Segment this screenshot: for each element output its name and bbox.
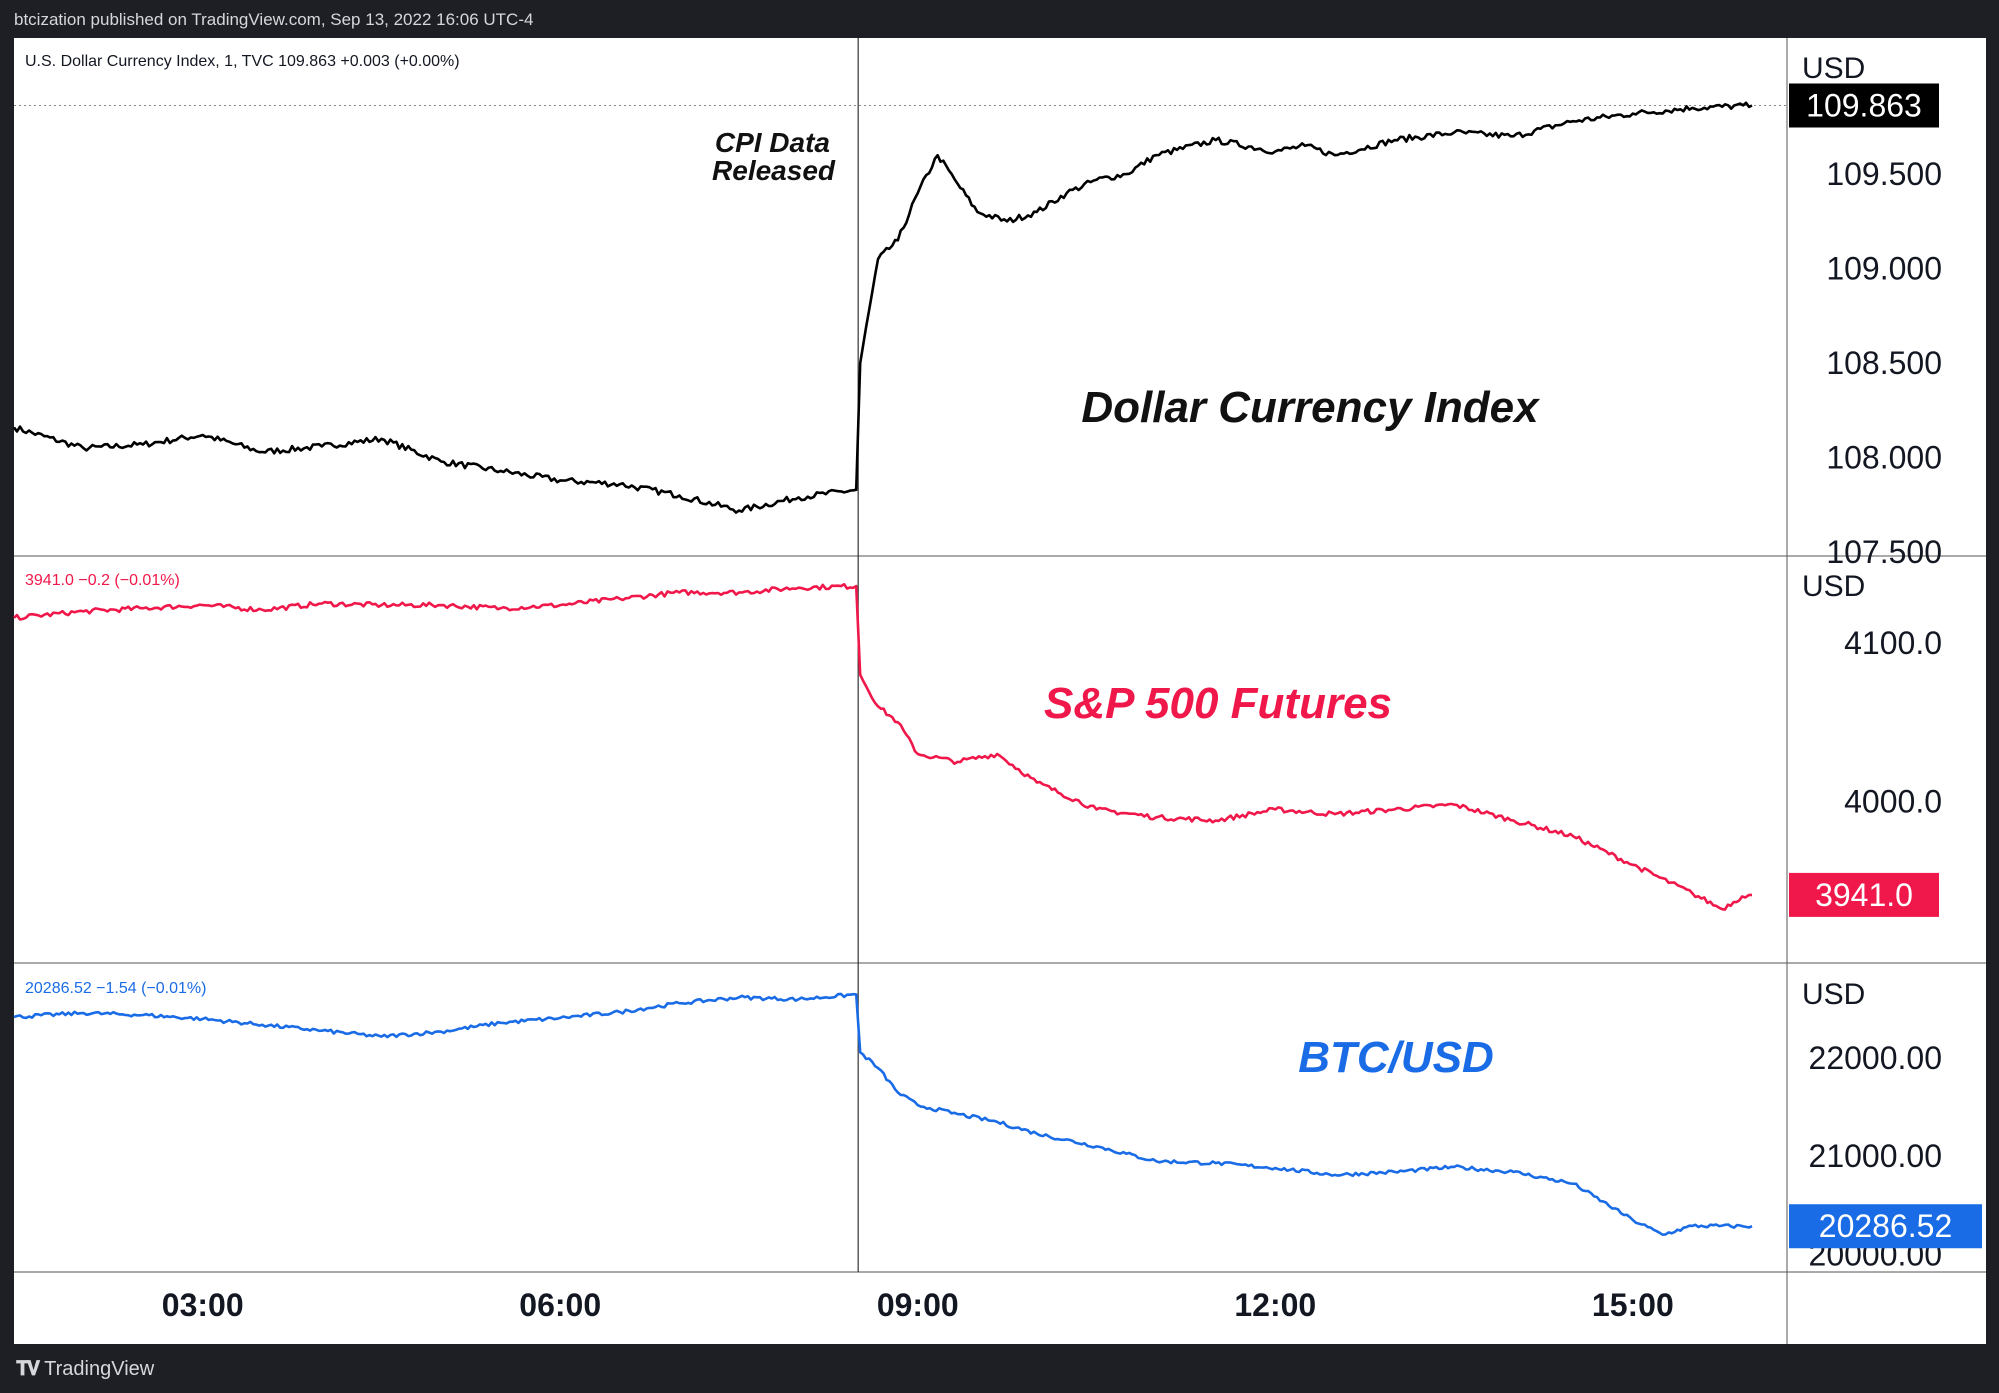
cpi-annotation-line2: Released — [712, 155, 836, 186]
dxy-header: U.S. Dollar Currency Index, 1, TVC 109.8… — [25, 53, 460, 70]
btc-last-price-badge — [1789, 1204, 1982, 1249]
x-tick-0: 03:00 — [162, 1287, 244, 1323]
dxy-series-line — [12, 101, 1753, 514]
dxy-last-price-badge — [1789, 83, 1939, 128]
spx-unit: USD — [1802, 570, 1865, 603]
spx-header: 3941.0 −0.2 (−0.01%) — [25, 572, 180, 589]
dxy-last-price-label: 109.863 — [1806, 87, 1922, 123]
spx-title: S&P 500 Futures — [1044, 679, 1392, 728]
btc-unit: USD — [1802, 978, 1865, 1011]
btc-series-line — [13, 992, 1753, 1236]
btc-last-price-label: 20286.52 — [1819, 1208, 1952, 1244]
tradingview-logo-icon: 𝐓𝐕 — [16, 1358, 40, 1380]
label-layer: 109.500 109.000 108.500 108.000 107.500 109.8… — [162, 83, 1982, 1323]
dxy-title: Dollar Currency Index — [1081, 383, 1540, 432]
footer-brand: TradingView — [44, 1358, 155, 1380]
dxy-y-tick-3: 108.000 — [1826, 440, 1942, 476]
dxy-y-tick-4: 107.500 — [1826, 534, 1942, 570]
spx-series-line — [13, 583, 1753, 911]
btc-title: BTC/USD — [1298, 1033, 1494, 1082]
footer: 𝐓𝐕 TradingView — [16, 1358, 154, 1381]
dxy-y-tick-0: 109.500 — [1826, 156, 1942, 192]
btc-y-tick-1: 21000.00 — [1809, 1138, 1942, 1174]
x-tick-2: 09:00 — [877, 1287, 959, 1323]
published-line: btcization published on TradingView.com,… — [14, 10, 534, 29]
plot-background — [14, 38, 1986, 1344]
dxy-y-tick-2: 108.500 — [1826, 345, 1942, 381]
spx-y-tick-0: 4100.0 — [1844, 625, 1942, 661]
spx-last-price-badge — [1789, 872, 1939, 917]
dxy-y-tick-1: 109.000 — [1826, 251, 1942, 287]
cpi-annotation-line1: CPI Data — [715, 127, 830, 158]
spx-last-price-label: 3941.0 — [1815, 877, 1913, 913]
dxy-unit: USD — [1802, 52, 1865, 85]
btc-header: 20286.52 −1.54 (−0.01%) — [25, 980, 206, 997]
x-tick-3: 12:00 — [1234, 1287, 1316, 1323]
x-tick-1: 06:00 — [519, 1287, 601, 1323]
spx-y-tick-1: 4000.0 — [1844, 783, 1942, 819]
x-tick-4: 15:00 — [1592, 1287, 1674, 1323]
series-layer — [12, 101, 1753, 1236]
btc-y-tick-0: 22000.00 — [1809, 1040, 1942, 1076]
